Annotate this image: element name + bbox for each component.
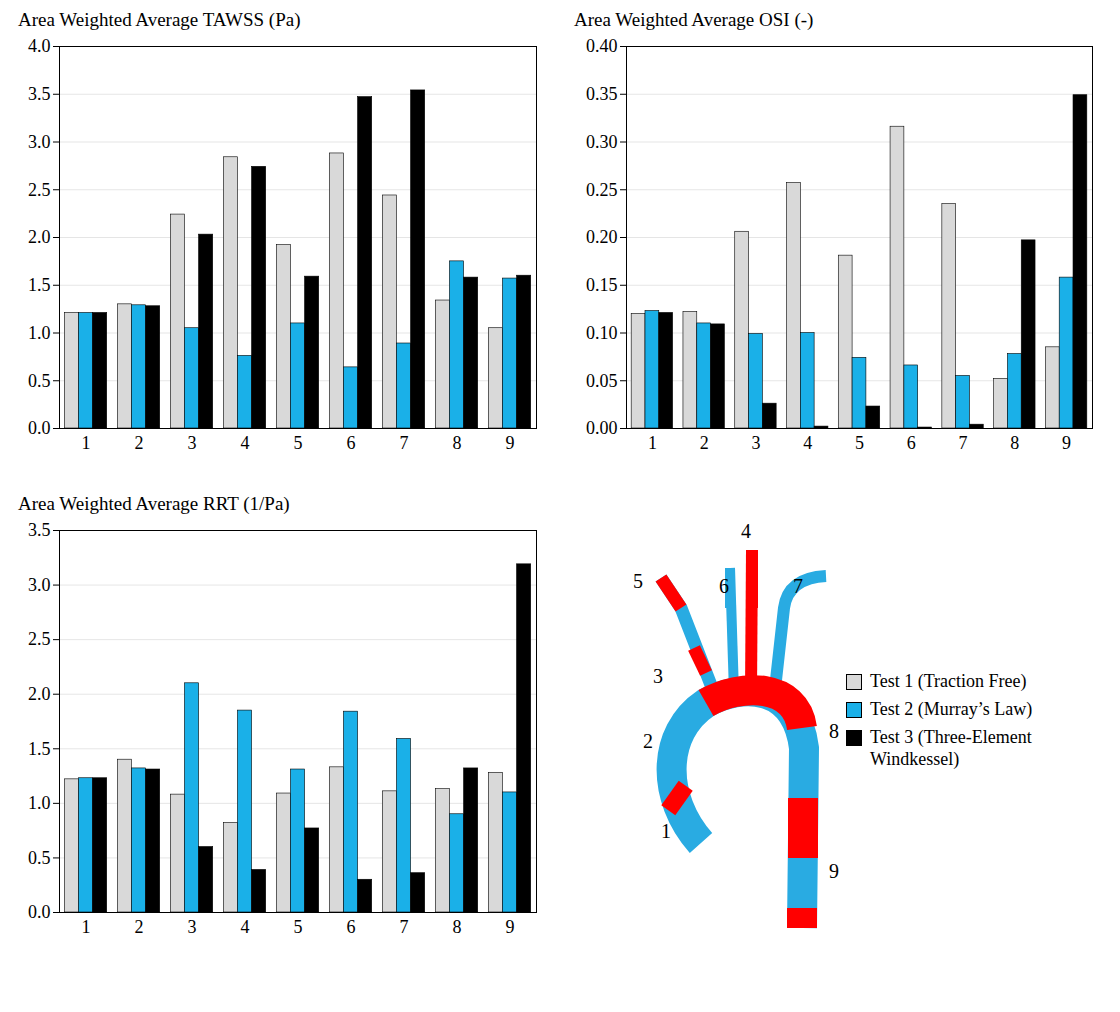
- html-text:Test 2 (Murray’s Law): Test 2 (Murray’s Law): [870, 699, 1033, 719]
- svg-text:1.0: 1.0: [28, 793, 51, 813]
- svg-text:6: 6: [347, 433, 356, 453]
- svg-text:3: 3: [751, 433, 760, 453]
- svg-text:5: 5: [633, 570, 643, 592]
- svg-text:0.25: 0.25: [586, 180, 618, 200]
- svg-text:5: 5: [294, 433, 303, 453]
- svg-text:5: 5: [294, 917, 303, 937]
- svg-text:3.5: 3.5: [28, 84, 51, 104]
- svg-text:2: 2: [643, 730, 653, 752]
- svg-text:2.5: 2.5: [28, 629, 51, 649]
- svg-text:8: 8: [453, 433, 462, 453]
- html-text:Area Weighted Average OSI (-): Area Weighted Average OSI (-): [574, 9, 814, 30]
- svg-text:9: 9: [829, 860, 839, 882]
- svg-text:6: 6: [347, 917, 356, 937]
- svg-text:0.40: 0.40: [586, 36, 618, 56]
- svg-text:0.0: 0.0: [28, 418, 51, 438]
- svg-text:2: 2: [135, 433, 144, 453]
- svg-text:8: 8: [1010, 433, 1019, 453]
- svg-text:4: 4: [241, 433, 250, 453]
- svg-text:8: 8: [829, 720, 839, 742]
- svg-text:0.30: 0.30: [586, 132, 618, 152]
- svg-text:3: 3: [653, 665, 663, 687]
- svg-text:3: 3: [188, 433, 197, 453]
- svg-text:2: 2: [700, 433, 709, 453]
- svg-text:0.5: 0.5: [28, 371, 51, 391]
- svg-text:7: 7: [959, 433, 968, 453]
- svg-text:3.5: 3.5: [28, 520, 51, 540]
- svg-text:0.15: 0.15: [586, 275, 618, 295]
- svg-text:2.5: 2.5: [28, 180, 51, 200]
- svg-text:4: 4: [803, 433, 812, 453]
- svg-text:0.20: 0.20: [586, 227, 618, 247]
- svg-text:1.5: 1.5: [28, 739, 51, 759]
- svg-text:4: 4: [741, 520, 751, 542]
- svg-text:7: 7: [400, 433, 409, 453]
- svg-text:3.0: 3.0: [28, 575, 51, 595]
- svg-text:7: 7: [400, 917, 409, 937]
- svg-text:9: 9: [1062, 433, 1071, 453]
- svg-text:0.0: 0.0: [28, 902, 51, 922]
- svg-text:4.0: 4.0: [28, 36, 51, 56]
- html-text:Test 1 (Traction Free): Test 1 (Traction Free): [870, 671, 1027, 691]
- svg-text:0.00: 0.00: [586, 418, 618, 438]
- svg-text:0.10: 0.10: [586, 323, 618, 343]
- svg-text:4: 4: [241, 917, 250, 937]
- html-text:Area Weighted Average RRT (1/P: Area Weighted Average RRT (1/Pa): [18, 493, 290, 514]
- svg-text:0.5: 0.5: [28, 848, 51, 868]
- svg-text:3: 3: [188, 917, 197, 937]
- svg-text:9: 9: [506, 917, 515, 937]
- svg-text:0.05: 0.05: [586, 371, 618, 391]
- svg-text:0.35: 0.35: [586, 84, 618, 104]
- svg-text:1: 1: [661, 820, 671, 842]
- svg-text:1: 1: [82, 917, 91, 937]
- svg-text:7: 7: [793, 575, 803, 597]
- svg-text:2: 2: [135, 917, 144, 937]
- html-text:Test 3 (Three-Element Windkess: Test 3 (Three-Element Windkessel): [870, 727, 1032, 769]
- svg-text:3.0: 3.0: [28, 132, 51, 152]
- svg-text:2.0: 2.0: [28, 227, 51, 247]
- svg-text:1.5: 1.5: [28, 275, 51, 295]
- svg-text:8: 8: [453, 917, 462, 937]
- svg-text:1: 1: [648, 433, 657, 453]
- svg-text:9: 9: [506, 433, 515, 453]
- svg-text:2.0: 2.0: [28, 684, 51, 704]
- svg-text:5: 5: [855, 433, 864, 453]
- svg-text:1.0: 1.0: [28, 323, 51, 343]
- svg-text:1: 1: [82, 433, 91, 453]
- svg-text:6: 6: [907, 433, 916, 453]
- svg-text:6: 6: [719, 575, 729, 597]
- html-text:Area Weighted Average TAWSS (P: Area Weighted Average TAWSS (Pa): [18, 9, 301, 30]
